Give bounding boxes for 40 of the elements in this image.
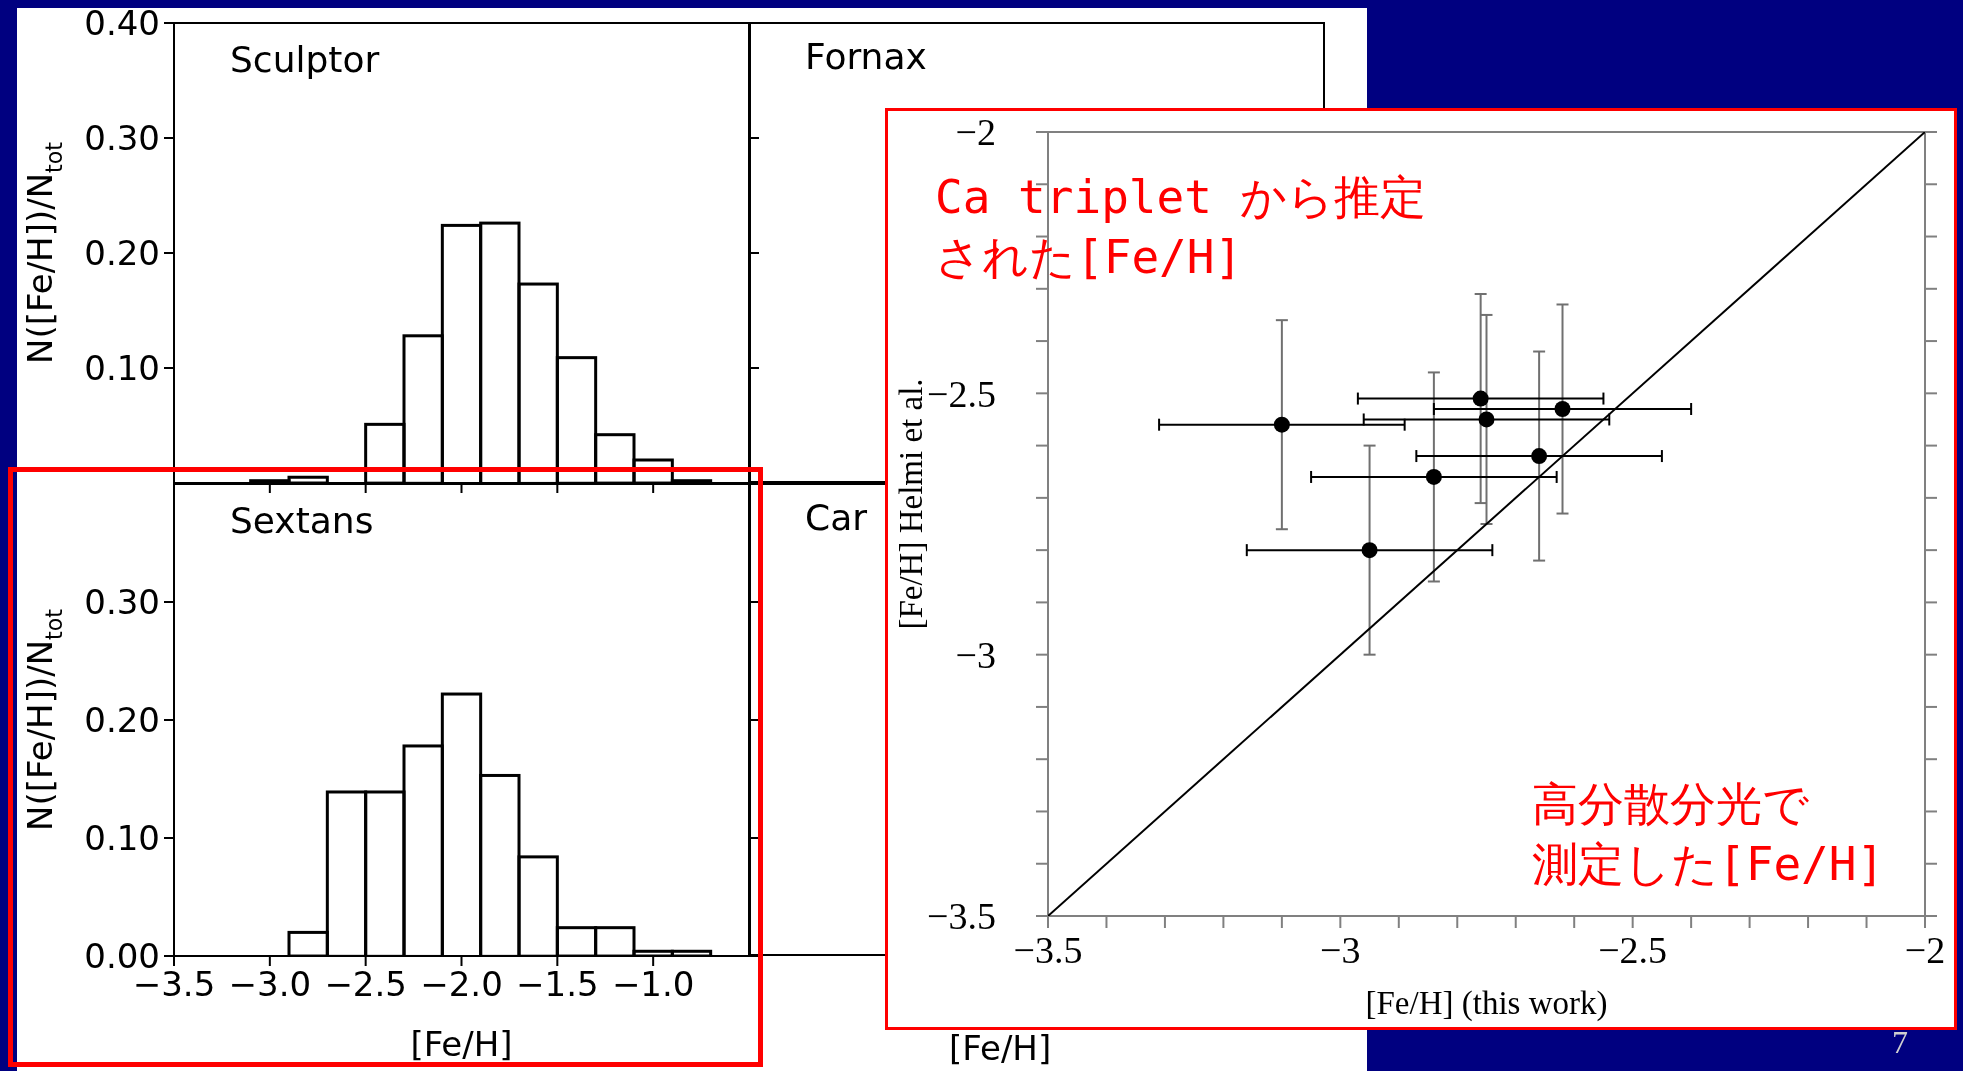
x-tick-label: −2.0 xyxy=(420,964,503,1005)
x-tick-label: −3.5 xyxy=(1013,928,1083,971)
text: Sextans xyxy=(230,500,374,541)
point xyxy=(1425,468,1442,485)
point xyxy=(1554,401,1571,418)
text: Sculptor xyxy=(230,39,380,80)
y-tick-label: 0.20 xyxy=(84,233,160,274)
text: [Fe/H] xyxy=(949,1028,1052,1068)
y-tick-label: −2.5 xyxy=(927,372,996,415)
y-tick-label: 0.30 xyxy=(84,118,160,159)
x-tick-label: −1.0 xyxy=(611,964,695,1005)
y-tick-label: −2 xyxy=(955,111,996,154)
x-tick-label: −2 xyxy=(1904,928,1946,971)
y-tick-label: 0.10 xyxy=(84,818,160,859)
text: 7 xyxy=(1892,1023,1908,1062)
point xyxy=(1531,448,1548,465)
y-tick-label: 0.20 xyxy=(84,700,160,741)
x-tick-label: −1.5 xyxy=(516,964,599,1005)
x-tick-label: −2.5 xyxy=(324,964,407,1005)
y-tick-label: 0.40 xyxy=(84,3,160,44)
x-tick-label: −3.0 xyxy=(228,964,312,1005)
annotation: された[Fe/H] xyxy=(935,229,1243,286)
point xyxy=(1472,390,1489,407)
point xyxy=(1361,542,1378,559)
y-tick-label: 0.10 xyxy=(84,348,160,389)
x-tick-label: −2.5 xyxy=(1598,928,1668,971)
x-axis-title: [Fe/H] (this work) xyxy=(1365,985,1608,1022)
y-tick-label: 0.30 xyxy=(84,582,160,623)
y-tick-label: −3.5 xyxy=(927,895,996,938)
x-axis-title: [Fe/H] xyxy=(410,1024,513,1064)
annotation: Ca triplet から推定 xyxy=(935,169,1426,226)
point xyxy=(1273,416,1290,433)
annotation: 測定した[Fe/H] xyxy=(1532,836,1885,893)
y-tick-label: −3 xyxy=(955,634,996,677)
x-tick-label: −3 xyxy=(1320,928,1361,971)
text: Car xyxy=(805,497,867,538)
text: Fornax xyxy=(805,36,927,77)
annotation: 高分散分光で xyxy=(1532,776,1809,833)
point xyxy=(1478,411,1495,428)
y-axis-title: [Fe/H] Helmi et al. xyxy=(892,378,929,630)
